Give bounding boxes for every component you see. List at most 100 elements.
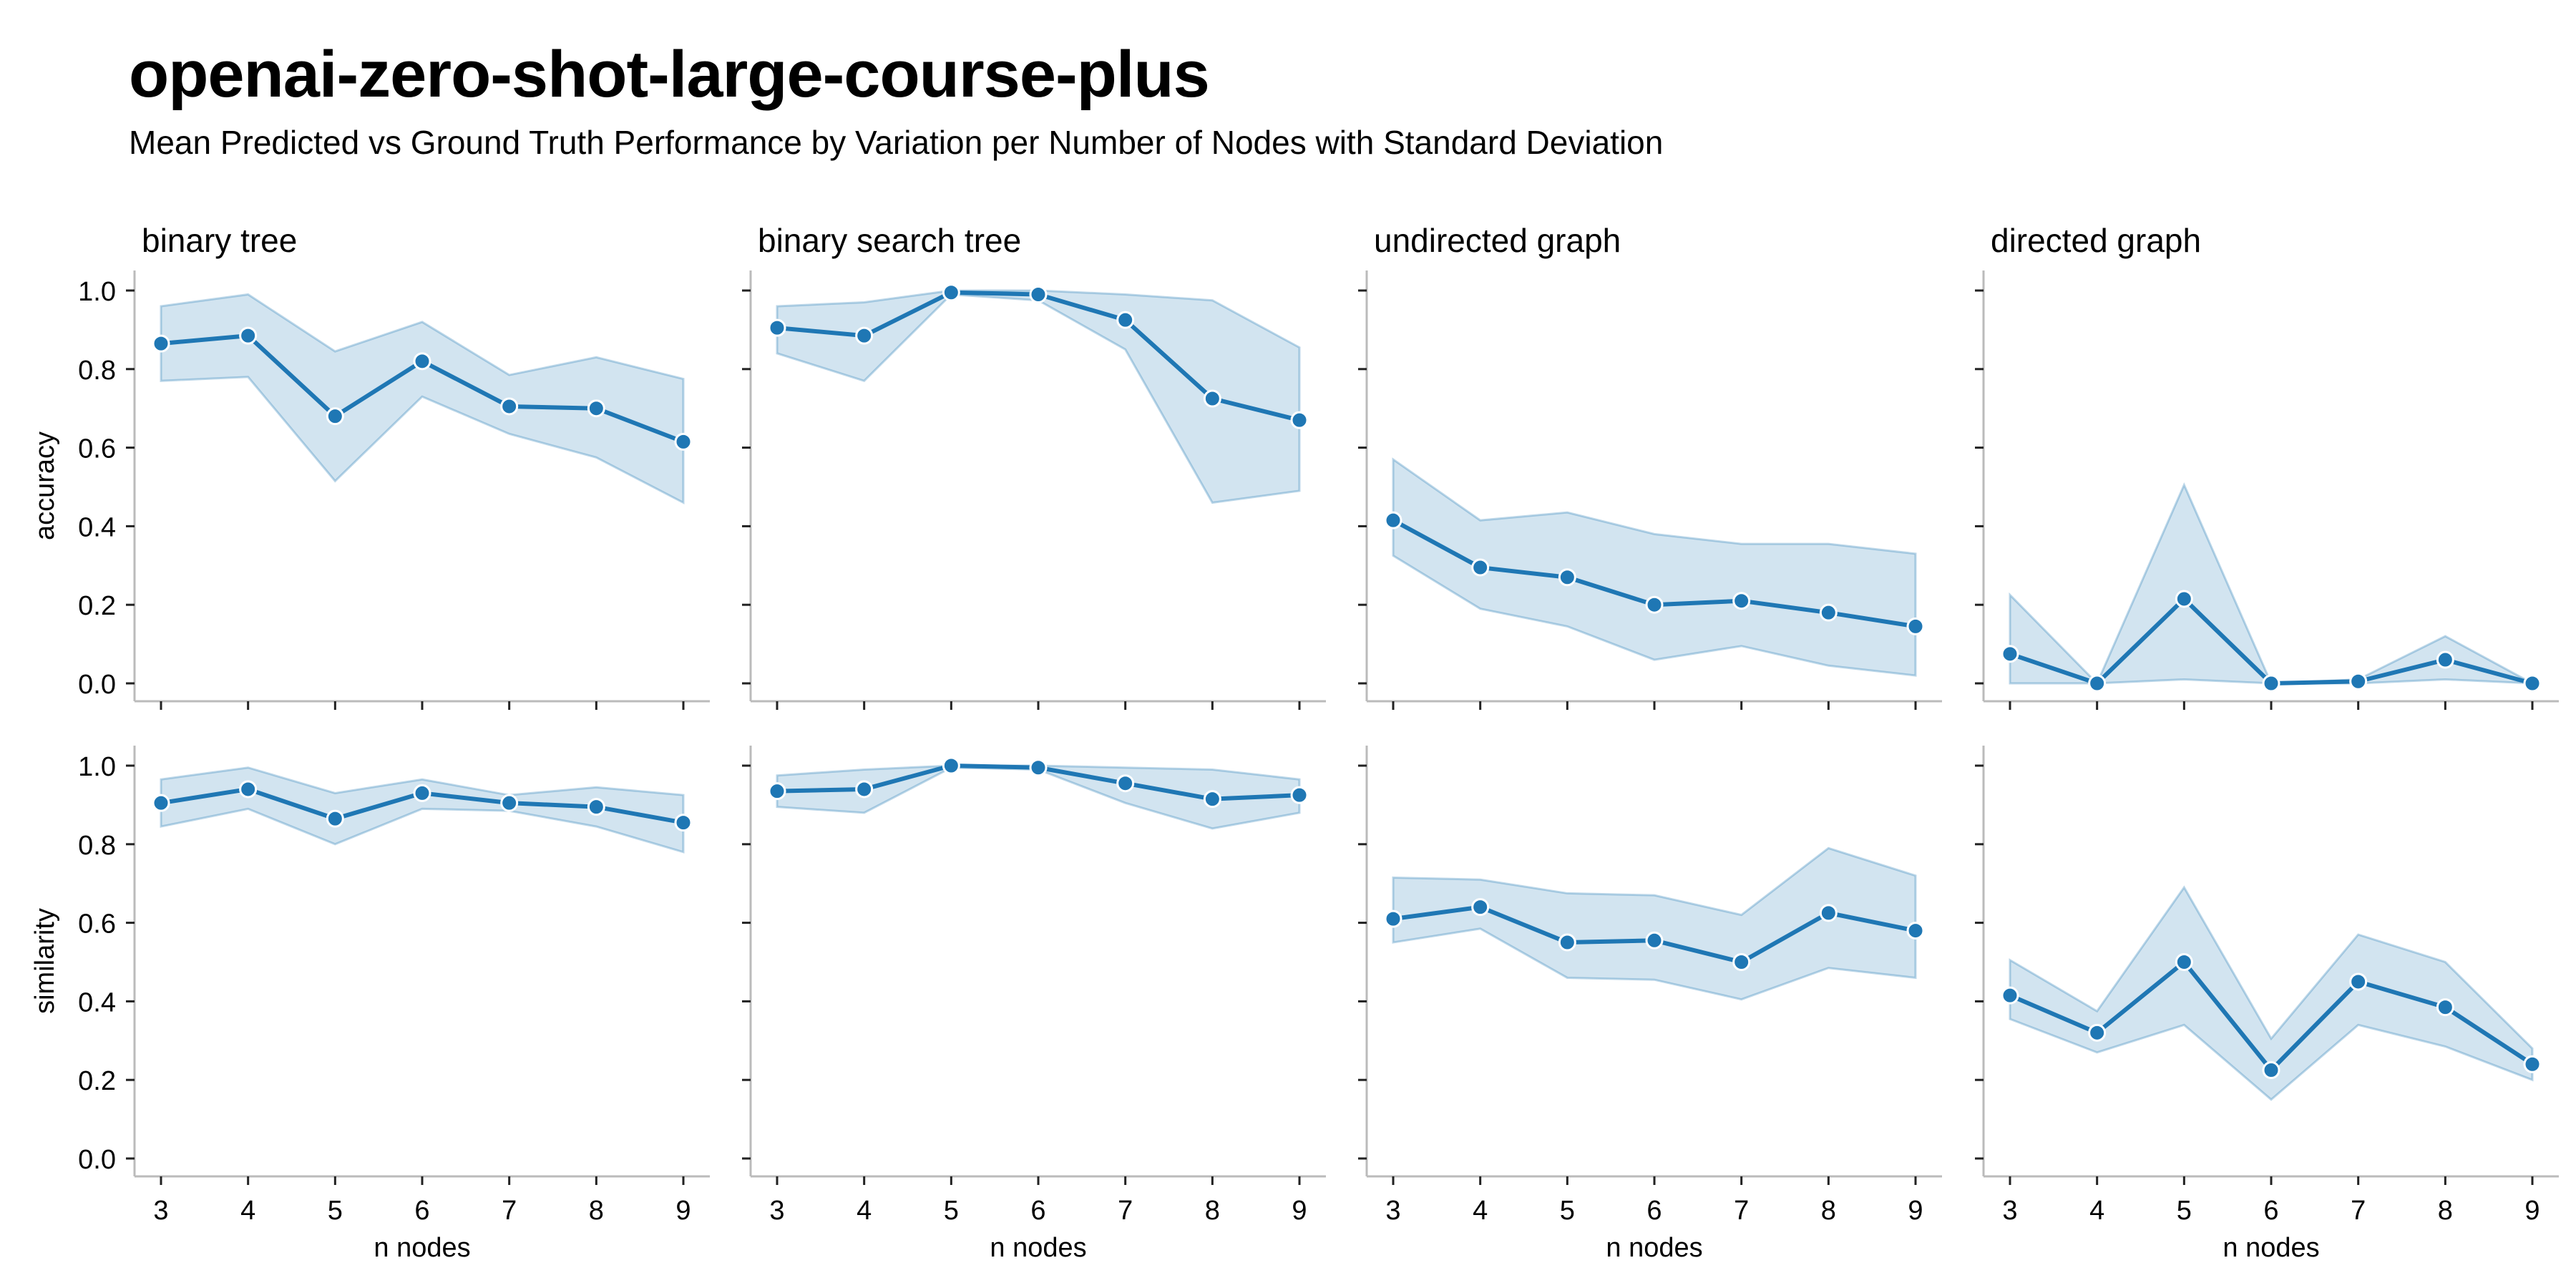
data-point bbox=[1290, 411, 1309, 429]
data-point bbox=[2088, 674, 2107, 693]
x-tick-label: 3 bbox=[153, 1196, 168, 1226]
y-tick-label: 0.6 bbox=[78, 434, 116, 464]
y-axis-label-similarity: similarity bbox=[30, 908, 60, 1014]
data-point bbox=[500, 397, 519, 416]
data-point bbox=[942, 283, 960, 302]
x-tick-label: 5 bbox=[2177, 1196, 2192, 1226]
panel-undirected-graph-similarity: 3 4 5 6 7 8 9 n nodes bbox=[1358, 746, 1942, 1263]
data-point bbox=[1203, 389, 1221, 408]
data-point bbox=[855, 780, 874, 799]
data-point bbox=[2001, 986, 2019, 1005]
data-point bbox=[2175, 590, 2193, 608]
data-point bbox=[1819, 603, 1838, 622]
data-point bbox=[2523, 1055, 2542, 1073]
x-axis-label: n nodes bbox=[990, 1233, 1086, 1263]
data-point bbox=[2349, 672, 2368, 691]
column-title-binary-tree: binary tree bbox=[142, 222, 297, 259]
std-band bbox=[1392, 847, 1917, 1001]
data-point bbox=[2349, 972, 2368, 991]
x-tick-label: 6 bbox=[1646, 1196, 1662, 1226]
x-axis-label: n nodes bbox=[374, 1233, 470, 1263]
data-point bbox=[1906, 922, 1925, 940]
data-point bbox=[326, 407, 344, 426]
x-tick-label: 4 bbox=[2089, 1196, 2104, 1226]
x-tick-label: 9 bbox=[2524, 1196, 2540, 1226]
chart-title: openai-zero-shot-large-course-plus bbox=[129, 38, 1210, 111]
chart-subtitle: Mean Predicted vs Ground Truth Performan… bbox=[129, 124, 1664, 161]
data-point bbox=[500, 794, 519, 812]
x-tick-label: 3 bbox=[769, 1196, 784, 1226]
x-axis-label: n nodes bbox=[2223, 1233, 2319, 1263]
data-point bbox=[1645, 931, 1664, 950]
data-point bbox=[1471, 898, 1490, 917]
data-point bbox=[152, 334, 170, 353]
data-point bbox=[2001, 645, 2019, 663]
y-tick-label: 0.4 bbox=[78, 987, 116, 1018]
panel-undirected-graph-accuracy bbox=[1358, 270, 1942, 710]
y-tick-label: 1.0 bbox=[78, 277, 116, 307]
std-band bbox=[776, 289, 1301, 504]
panel-directed-graph-similarity: 3 4 5 6 7 8 9 n nodes bbox=[1975, 746, 2559, 1263]
data-point bbox=[942, 756, 960, 775]
x-tick-label: 4 bbox=[857, 1196, 872, 1226]
x-tick-label: 6 bbox=[1030, 1196, 1045, 1226]
x-tick-label: 7 bbox=[1734, 1196, 1749, 1226]
data-point bbox=[768, 318, 786, 337]
y-tick-label: 0.4 bbox=[78, 512, 116, 542]
column-title-binary-search-tree: binary search tree bbox=[758, 222, 1021, 259]
panel-binary-search-tree-similarity: 3 4 5 6 7 8 9 n nodes bbox=[742, 746, 1326, 1263]
y-tick-label: 0.6 bbox=[78, 909, 116, 940]
x-tick-label: 5 bbox=[944, 1196, 959, 1226]
data-point bbox=[1029, 285, 1048, 303]
data-point bbox=[2175, 953, 2193, 971]
std-band bbox=[2009, 885, 2534, 1101]
data-point bbox=[1290, 786, 1309, 804]
x-tick-label: 9 bbox=[675, 1196, 691, 1226]
data-point bbox=[152, 794, 170, 812]
data-point bbox=[587, 399, 605, 418]
data-point bbox=[1732, 592, 1751, 610]
data-point bbox=[674, 814, 693, 832]
data-point bbox=[2523, 674, 2542, 693]
y-tick-label: 0.8 bbox=[78, 831, 116, 861]
x-tick-label: 7 bbox=[1118, 1196, 1133, 1226]
x-tick-label: 7 bbox=[502, 1196, 517, 1226]
data-point bbox=[413, 352, 431, 371]
x-tick-label: 6 bbox=[414, 1196, 429, 1226]
std-band bbox=[2009, 482, 2533, 686]
data-point bbox=[2436, 998, 2454, 1017]
data-point bbox=[2436, 650, 2454, 669]
x-tick-label: 5 bbox=[1560, 1196, 1575, 1226]
data-point bbox=[1203, 790, 1221, 809]
x-tick-label: 4 bbox=[1473, 1196, 1488, 1226]
data-point bbox=[1384, 511, 1402, 530]
x-tick-label: 3 bbox=[2002, 1196, 2017, 1226]
y-tick-label: 0.0 bbox=[78, 1145, 116, 1175]
y-tick-label: 0.2 bbox=[78, 591, 116, 621]
data-point bbox=[239, 326, 258, 345]
data-point bbox=[413, 784, 431, 802]
panel-directed-graph-accuracy bbox=[1975, 270, 2559, 710]
data-point bbox=[1732, 953, 1751, 971]
std-band bbox=[160, 293, 685, 504]
data-point bbox=[1384, 909, 1402, 928]
y-tick-label: 0.8 bbox=[78, 356, 116, 386]
data-point bbox=[326, 809, 344, 828]
panel-binary-tree-similarity: 0.0 0.2 0.4 0.6 0.8 1.0 3 4 5 6 7 8 9 n nodes bbox=[78, 746, 710, 1263]
column-title-undirected-graph: undirected graph bbox=[1374, 222, 1621, 259]
x-tick-label: 7 bbox=[2351, 1196, 2366, 1226]
data-point bbox=[1645, 595, 1664, 614]
y-axis-label-accuracy: accuracy bbox=[30, 431, 60, 540]
x-tick-label: 5 bbox=[328, 1196, 343, 1226]
data-point bbox=[1471, 558, 1490, 577]
x-axis-label: n nodes bbox=[1606, 1233, 1702, 1263]
data-point bbox=[1558, 933, 1576, 952]
data-point bbox=[1558, 568, 1576, 587]
data-point bbox=[2262, 674, 2280, 693]
y-tick-label: 1.0 bbox=[78, 752, 116, 782]
x-tick-label: 8 bbox=[2438, 1196, 2453, 1226]
data-point bbox=[1116, 311, 1135, 329]
x-tick-label: 9 bbox=[1292, 1196, 1307, 1226]
std-band bbox=[1392, 457, 1917, 677]
